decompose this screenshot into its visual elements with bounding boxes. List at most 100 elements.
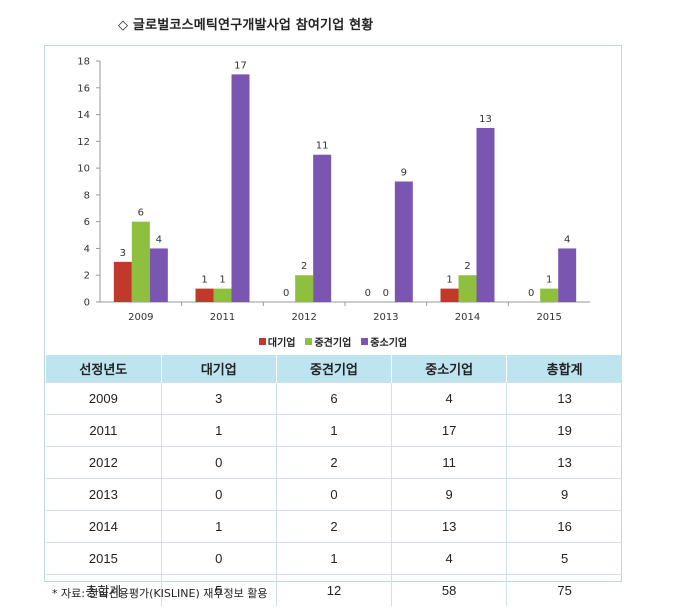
bar bbox=[213, 288, 232, 302]
y-tick-label: 10 bbox=[77, 164, 90, 175]
legend-item-large: 대기업 bbox=[258, 334, 296, 349]
legend-swatch-mid bbox=[305, 338, 313, 345]
table-cell: 4 bbox=[391, 542, 508, 575]
table-cell: 0 bbox=[276, 478, 393, 511]
page-title: ◇ 글로벌코스메틱연구개발사업 참여기업 현황 bbox=[118, 18, 374, 33]
table-cell: 총합계 bbox=[46, 574, 162, 606]
data-label: 0 bbox=[365, 288, 371, 299]
y-tick-label: 16 bbox=[77, 83, 90, 94]
bar bbox=[131, 221, 150, 302]
bar bbox=[540, 288, 559, 302]
table-row: 2015 0 1 4 5 bbox=[46, 542, 622, 575]
y-tick-label: 12 bbox=[77, 137, 90, 148]
data-label: 17 bbox=[234, 60, 247, 71]
x-tick-label: 2012 bbox=[291, 312, 316, 323]
legend-label-large: 대기업 bbox=[267, 338, 296, 349]
legend-item-small: 중소기업 bbox=[361, 334, 407, 349]
table-cell: 13 bbox=[506, 382, 622, 415]
table-cell: 11 bbox=[391, 446, 508, 479]
footnote: * 자료: 한국신용평가(KISLINE) 재무정보 활용 bbox=[52, 587, 268, 600]
data-label: 11 bbox=[316, 141, 329, 152]
data-label: 2 bbox=[464, 261, 470, 272]
y-tick-label: 4 bbox=[84, 244, 90, 255]
header-year: 선정년도 bbox=[46, 355, 162, 383]
chart-panel: 0 2 4 6 8 10 12 14 16 18 2009 3 6 4 2011 1 1 17 2012 0 2 11 20… bbox=[44, 45, 622, 606]
table-cell: 2011 bbox=[46, 414, 162, 447]
table-cell: 1 bbox=[276, 542, 393, 575]
table-cell: 13 bbox=[506, 446, 622, 479]
table-cell: 2014 bbox=[46, 510, 162, 543]
data-label: 2 bbox=[301, 261, 307, 272]
table-cell: 2009 bbox=[46, 382, 162, 415]
table-cell: 19 bbox=[506, 414, 622, 447]
x-tick-label: 2014 bbox=[455, 312, 480, 323]
x-tick-label: 2015 bbox=[536, 312, 561, 323]
table-cell: 0 bbox=[161, 478, 277, 511]
table-row-total: 총합계 5 12 58 75 bbox=[46, 574, 622, 606]
legend-swatch-large bbox=[258, 338, 266, 345]
x-tick-label: 2011 bbox=[210, 312, 235, 323]
table-cell: 1 bbox=[161, 414, 277, 447]
table-cell: 75 bbox=[506, 574, 622, 606]
table-cell: 1 bbox=[276, 414, 393, 447]
table-cell: 1 bbox=[161, 510, 277, 543]
table-row: 2011 1 1 17 19 bbox=[46, 414, 622, 447]
header-total: 총합계 bbox=[506, 355, 622, 383]
bar bbox=[295, 275, 314, 302]
data-label: 4 bbox=[156, 234, 162, 245]
data-label: 6 bbox=[138, 208, 144, 219]
table-cell: 58 bbox=[391, 574, 508, 606]
table-header-row: 선정년도 대기업 중견기업 중소기업 총합계 bbox=[46, 355, 622, 383]
data-label: 1 bbox=[446, 275, 452, 286]
table-cell: 9 bbox=[506, 478, 622, 511]
legend-swatch-small bbox=[361, 338, 369, 345]
bar bbox=[394, 181, 413, 302]
table-cell: 6 bbox=[276, 382, 393, 415]
bar bbox=[313, 154, 332, 302]
table-cell: 2 bbox=[276, 446, 393, 479]
bar bbox=[195, 288, 214, 302]
bar bbox=[458, 275, 477, 302]
header-large: 대기업 bbox=[161, 355, 277, 383]
table-row: 2009 3 6 4 13 bbox=[46, 382, 622, 415]
header-mid: 중견기업 bbox=[276, 355, 393, 383]
bar bbox=[476, 127, 495, 302]
table-cell: 2 bbox=[276, 510, 393, 543]
table-cell: 0 bbox=[161, 446, 277, 479]
table-cell: 12 bbox=[276, 574, 393, 606]
data-label: 1 bbox=[546, 275, 552, 286]
header-small: 중소기업 bbox=[391, 355, 508, 383]
data-table: 선정년도 대기업 중견기업 중소기업 총합계 2009 3 6 4 13 201… bbox=[46, 355, 622, 606]
table-row: 2012 0 2 11 13 bbox=[46, 446, 622, 479]
legend-label-mid: 중견기업 bbox=[314, 338, 352, 349]
legend-item-mid: 중견기업 bbox=[305, 334, 351, 349]
data-label: 0 bbox=[283, 288, 289, 299]
table-row: 2014 1 2 13 16 bbox=[46, 510, 622, 543]
y-tick-label: 0 bbox=[84, 298, 90, 309]
y-tick-label: 8 bbox=[84, 190, 90, 201]
bar bbox=[231, 74, 250, 302]
table-cell: 2013 bbox=[46, 478, 162, 511]
table-cell: 3 bbox=[161, 382, 277, 415]
table-cell: 0 bbox=[161, 542, 277, 575]
table-row: 2013 0 0 9 9 bbox=[46, 478, 622, 511]
data-label: 0 bbox=[528, 288, 534, 299]
y-tick-label: 2 bbox=[84, 271, 90, 282]
table-cell: 17 bbox=[391, 414, 508, 447]
bar bbox=[149, 248, 168, 302]
y-tick-label: 18 bbox=[77, 57, 90, 68]
legend-label-small: 중소기업 bbox=[370, 338, 408, 349]
table-cell: 2012 bbox=[46, 446, 162, 479]
data-label: 1 bbox=[201, 275, 207, 286]
table-cell: 5 bbox=[161, 574, 277, 606]
table-cell: 13 bbox=[391, 510, 508, 543]
bar bbox=[440, 288, 459, 302]
bar bbox=[113, 261, 132, 302]
y-tick-label: 14 bbox=[77, 110, 90, 121]
data-label: 0 bbox=[383, 288, 389, 299]
bar bbox=[558, 248, 577, 302]
data-label: 13 bbox=[479, 114, 492, 125]
data-label: 4 bbox=[564, 234, 570, 245]
x-tick-label: 2009 bbox=[128, 312, 153, 323]
y-tick-label: 6 bbox=[84, 217, 90, 228]
